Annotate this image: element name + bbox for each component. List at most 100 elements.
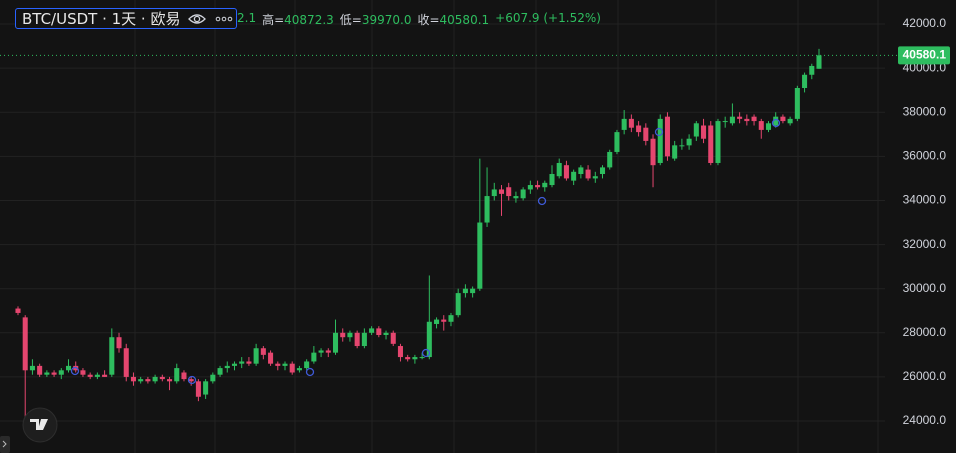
- candle-body: [585, 169, 591, 179]
- candle-body: [592, 176, 598, 179]
- event-marker: [305, 367, 315, 377]
- candle-body: [491, 189, 497, 197]
- candle-body: [484, 196, 490, 223]
- stat-value: 40872.3: [284, 13, 334, 27]
- candle-body: [513, 196, 519, 199]
- candle-body: [563, 165, 569, 179]
- candle-body: [448, 315, 454, 322]
- candle-body: [419, 357, 425, 359]
- tradingview-logo[interactable]: [22, 407, 58, 443]
- side-tab-arrow: [2, 440, 7, 448]
- eye-icon[interactable]: [187, 12, 207, 26]
- y-tick-label: 30000.0: [903, 281, 947, 295]
- candle-body: [354, 332, 360, 347]
- candle-body: [275, 363, 281, 366]
- y-tick-label: 24000.0: [903, 413, 947, 427]
- event-markers: [70, 118, 781, 385]
- symbol-title: BTC/USDT · 1天 · 欧易: [22, 10, 181, 28]
- candle-body: [441, 319, 447, 322]
- event-marker: [537, 196, 547, 206]
- change: +607.9 (+1.52%): [495, 11, 601, 25]
- y-tick-label: 32000.0: [903, 237, 947, 251]
- candle-body: [636, 125, 642, 133]
- candle-body: [412, 357, 418, 360]
- more-icon[interactable]: [215, 15, 233, 23]
- candle-body: [383, 332, 389, 336]
- candle-body: [556, 162, 562, 177]
- stat: 低=39970.0: [340, 11, 412, 28]
- candle-body: [37, 365, 43, 375]
- candle-body: [542, 182, 548, 188]
- candle-body: [109, 337, 115, 375]
- candle-body: [477, 222, 483, 289]
- candle-body: [174, 368, 180, 382]
- candle-body: [657, 118, 663, 163]
- candle-body: [708, 125, 714, 163]
- candle-body: [462, 288, 468, 294]
- candle-body: [239, 361, 245, 364]
- candle-body: [253, 348, 259, 364]
- candle-body: [130, 376, 136, 382]
- candle-body: [145, 379, 151, 382]
- open-fragment: 2.1: [237, 11, 257, 25]
- candle-body: [224, 365, 230, 369]
- candle-body: [809, 65, 815, 75]
- candle-body: [686, 138, 692, 146]
- candle-body: [787, 118, 793, 124]
- y-tick-label: 34000.0: [903, 193, 947, 207]
- candle-body: [361, 332, 367, 347]
- candle-body: [390, 332, 396, 344]
- candle-body: [311, 352, 317, 362]
- candle-body: [802, 74, 808, 88]
- candle-body: [260, 348, 266, 355]
- candle-body: [578, 167, 584, 175]
- y-tick-label: 28000.0: [903, 325, 947, 339]
- stat-label: 高=: [262, 13, 285, 27]
- candle-body: [650, 138, 656, 166]
- candle-body: [376, 328, 382, 336]
- candle-body: [102, 374, 108, 377]
- candles: [0, 48, 898, 417]
- candle-body: [195, 381, 201, 397]
- candle-body: [434, 319, 440, 324]
- candle-body: [758, 121, 764, 130]
- candle-body: [65, 365, 72, 371]
- stat-label: 收=: [417, 13, 440, 27]
- candle-body: [729, 116, 735, 124]
- candle-body: [203, 381, 209, 395]
- candle-body: [498, 189, 505, 194]
- candle-body: [29, 365, 35, 371]
- candle-body: [737, 116, 743, 119]
- candle-body: [744, 118, 750, 122]
- stat-label: 低=: [339, 13, 362, 27]
- candle-body: [535, 185, 541, 188]
- stat-value: 39970.0: [361, 13, 412, 27]
- candle-body: [210, 374, 216, 382]
- candle-body: [80, 370, 86, 375]
- candle-body: [44, 372, 50, 375]
- candle-body: [643, 127, 649, 141]
- side-tab[interactable]: [0, 436, 10, 453]
- candle-body: [397, 346, 403, 358]
- event-marker: [421, 348, 431, 358]
- candle-body: [347, 332, 353, 338]
- y-tick-label: 26000.0: [903, 369, 947, 383]
- candle-body: [15, 308, 21, 313]
- candle-body: [405, 357, 411, 360]
- candle-body: [332, 332, 339, 353]
- stat: 收=40580.1: [417, 11, 489, 28]
- candle-body: [340, 332, 346, 338]
- candle-body: [289, 363, 295, 373]
- candle-body: [672, 145, 678, 159]
- last-price-label: 40580.1: [903, 48, 947, 62]
- symbol-box[interactable]: BTC/USDT · 1天 · 欧易: [15, 8, 237, 29]
- candle-body: [455, 293, 461, 316]
- candle-body: [426, 321, 432, 358]
- candle-body: [701, 125, 707, 139]
- candle-body: [167, 379, 173, 382]
- candle-body: [318, 350, 324, 353]
- candle-body: [599, 167, 606, 175]
- candle-body: [325, 350, 331, 353]
